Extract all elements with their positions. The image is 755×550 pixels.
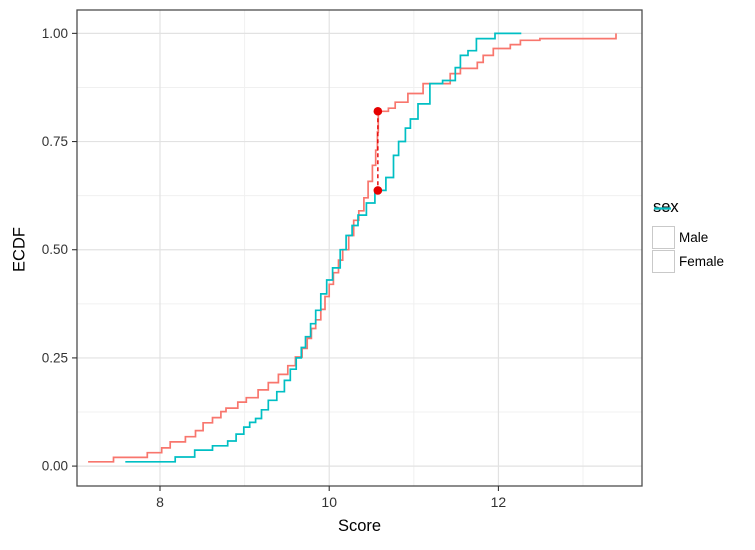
legend-title: sex [653, 198, 679, 216]
legend-item-female: Female [652, 207, 725, 273]
ks-point-lower [373, 186, 383, 195]
plot-panel [77, 10, 642, 486]
legend-label-female: Female [679, 254, 725, 269]
legend-key-male [652, 207, 675, 249]
male-ecdf-curve [88, 33, 617, 463]
y-tick-label: 0.50 [42, 242, 68, 257]
x-axis-title: Score [337, 517, 382, 535]
x-tick-label: 10 [321, 494, 337, 510]
y-tick-label: 0.00 [42, 459, 68, 474]
legend-item-male: Male [652, 207, 724, 249]
legend-key-female [652, 207, 675, 273]
ks-point-upper [373, 106, 383, 116]
panel-border [76, 9, 643, 487]
legend-label-male: Male [679, 230, 709, 245]
legend: sex Male Female [652, 198, 724, 274]
female-line-swatch-icon [654, 207, 671, 210]
female-ecdf-curve [125, 32, 522, 463]
x-tick-label: 8 [156, 494, 164, 510]
x-tick-label: 12 [491, 494, 507, 510]
y-axis-title: ECDF [10, 227, 29, 272]
y-tick-label: 0.25 [42, 350, 68, 365]
y-tick-label: 1.00 [42, 26, 68, 41]
y-tick-label: 0.75 [42, 134, 68, 149]
